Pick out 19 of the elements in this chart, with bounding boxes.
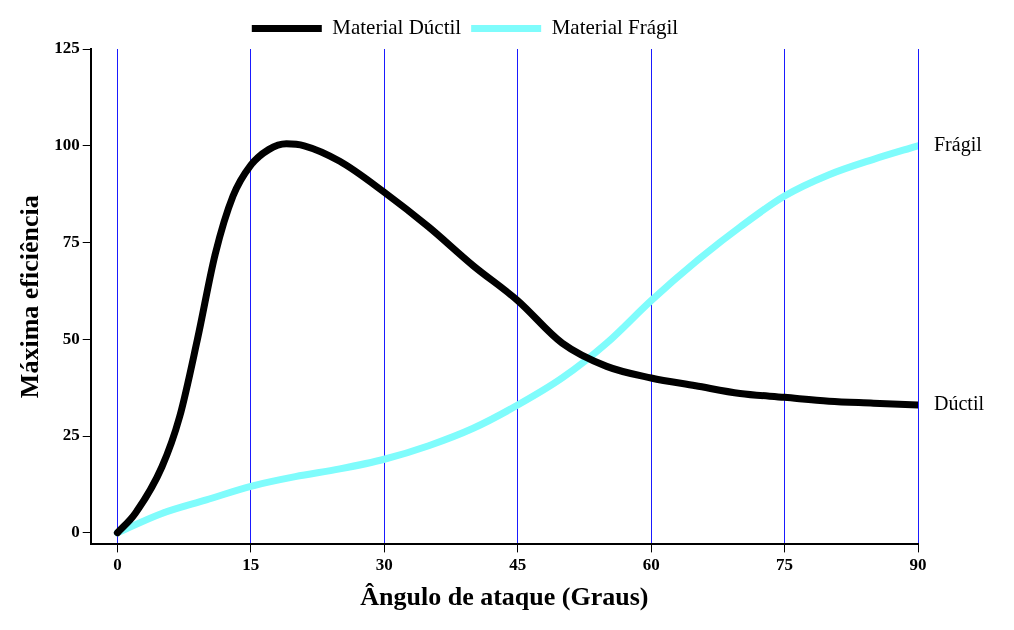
legend-label: Material Dúctil xyxy=(332,15,462,40)
y-tick-label: 25 xyxy=(62,425,80,445)
y-tick-label: 50 xyxy=(62,328,80,348)
x-tick-label: 15 xyxy=(242,554,260,574)
annotation: Frágil xyxy=(934,133,983,157)
y-tick-label: 0 xyxy=(71,522,80,542)
x-tick-label: 75 xyxy=(776,554,794,574)
x-tick-label: 0 xyxy=(113,554,122,574)
y-tick-label: 100 xyxy=(54,135,80,155)
y-axis-title: Máxima eficiência xyxy=(15,195,45,399)
annotation: Dúctil xyxy=(934,392,985,415)
y-tick-label: 125 xyxy=(54,38,80,58)
x-tick-label: 90 xyxy=(909,554,927,574)
legend-label: Material Frágil xyxy=(551,15,679,40)
x-tick-label: 45 xyxy=(509,554,527,574)
x-tick-label: 30 xyxy=(375,554,393,574)
x-tick-label: 60 xyxy=(642,554,660,574)
y-tick-label: 75 xyxy=(62,231,80,251)
x-axis-title: Ângulo de ataque (Graus) xyxy=(360,582,649,612)
